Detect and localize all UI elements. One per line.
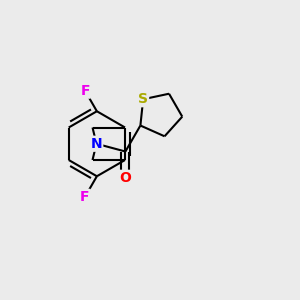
Text: O: O [119,171,131,185]
Text: N: N [91,137,102,151]
Text: F: F [80,84,90,98]
Text: S: S [138,92,148,106]
Text: F: F [80,190,90,204]
